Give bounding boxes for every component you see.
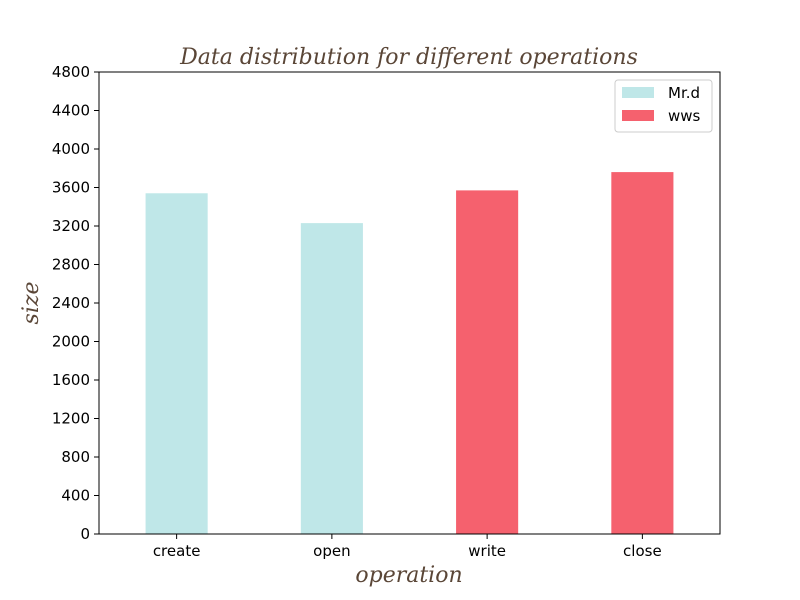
x-tick-label-create: create: [153, 542, 201, 560]
bar-close: [611, 172, 674, 534]
legend-swatch-Mr.d: [622, 87, 654, 98]
bar-open: [300, 223, 363, 535]
y-tick-label: 0: [80, 525, 90, 543]
y-tick-label: 4000: [52, 140, 90, 158]
x-tick-label-open: open: [313, 542, 350, 560]
y-tick-label: 400: [61, 487, 90, 505]
legend: Mr.d wws: [614, 79, 713, 133]
y-tick-label: 2400: [52, 294, 90, 312]
bar-write: [456, 190, 519, 534]
y-tick-label: 4400: [52, 102, 90, 120]
y-axis-title: size: [19, 282, 44, 325]
bars-group: [145, 172, 674, 535]
legend-label-Mr.d: Mr.d: [668, 84, 700, 102]
legend-label-wws: wws: [668, 107, 701, 125]
y-tick-label: 3600: [52, 179, 90, 197]
y-axis: 0 400 800 1200 1600 2000 2400 2800 3200 3600 4000 4…: [52, 63, 99, 543]
legend-swatch-wws: [622, 110, 654, 121]
y-tick-label: 800: [61, 448, 90, 466]
y-tick-label: 4800: [52, 63, 90, 81]
x-axis-title: operation: [355, 563, 462, 588]
chart-title: Data distribution for different operatio…: [179, 45, 638, 70]
y-tick-label: 1600: [52, 371, 90, 389]
y-tick-label: 2800: [52, 256, 90, 274]
y-tick-label: 2000: [52, 333, 90, 351]
y-tick-label: 3200: [52, 217, 90, 235]
x-tick-label-write: write: [468, 542, 506, 560]
x-tick-label-close: close: [623, 542, 662, 560]
x-axis: create open write close: [153, 534, 662, 560]
bar-create: [145, 193, 208, 534]
y-tick-label: 1200: [52, 410, 90, 428]
